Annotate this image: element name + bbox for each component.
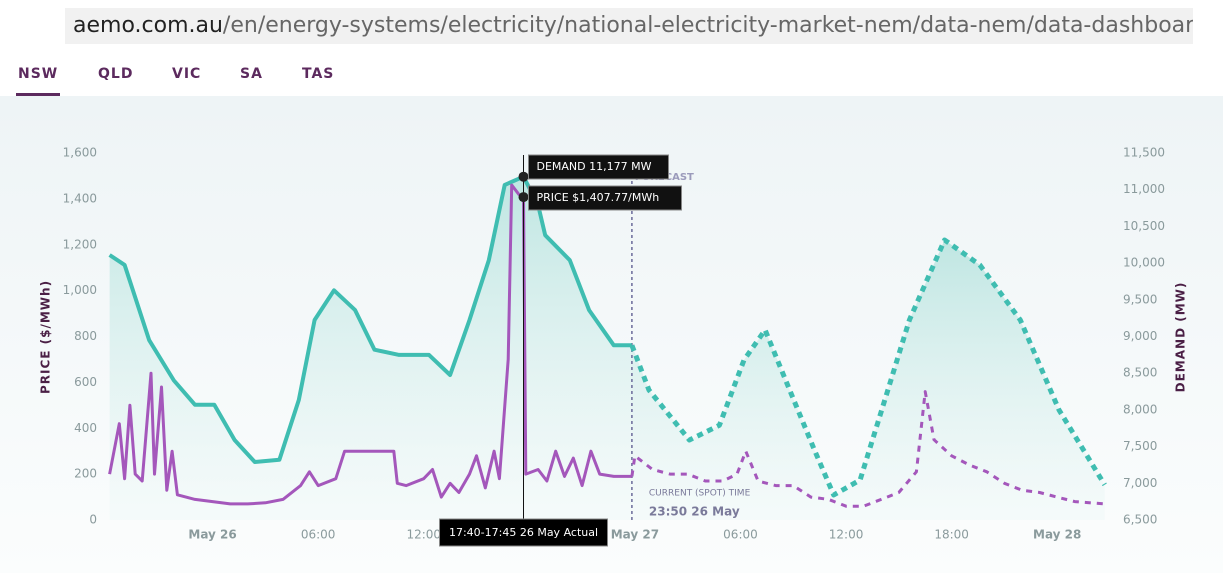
- y-tick-label: 1,000: [63, 283, 97, 297]
- y-tick-label: 1,600: [63, 146, 97, 160]
- y2-tick-label: 9,000: [1123, 329, 1157, 343]
- price-dot: [518, 192, 529, 203]
- divider: [406, 93, 818, 96]
- y-axis-label: PRICE ($/MWh): [39, 280, 53, 394]
- x-tick-label: May 26: [188, 528, 236, 542]
- y2-tick-label: 11,500: [1123, 146, 1165, 160]
- price-line: [630, 390, 1105, 508]
- y2-tick-label: 7,500: [1123, 439, 1157, 453]
- demand-line: [629, 237, 1107, 498]
- url-domain: aemo.com.au: [73, 13, 223, 38]
- region-tabs: NSW QLD VIC SA TAS: [0, 52, 1223, 98]
- y2-tick-label: 8,500: [1123, 366, 1157, 380]
- tooltip-box: [528, 154, 670, 180]
- tooltip-time: 17:40-17:45 26 May Actual: [449, 526, 598, 539]
- y2-axis-label: DEMAND (MW): [1174, 282, 1188, 393]
- x-tick-label: 12:00: [829, 528, 864, 542]
- y2-tick-label: 6,500: [1123, 513, 1157, 527]
- region-tab[interactable]: QLD: [98, 66, 134, 82]
- price-line: [108, 183, 632, 506]
- demand-area: [631, 239, 1105, 520]
- region-tab[interactable]: VIC: [172, 66, 202, 82]
- url-path: /en/energy-systems/electricity/national-…: [222, 13, 1193, 38]
- y-tick-label: 800: [74, 329, 97, 343]
- current-time: 23:50 26 May: [649, 505, 740, 519]
- x-tick-label: 12:00: [406, 528, 441, 542]
- demand-dot: [518, 171, 529, 182]
- y-tick-label: 1,200: [63, 237, 97, 251]
- y2-tick-label: 11,000: [1123, 182, 1165, 196]
- y-tick-label: 0: [89, 513, 97, 527]
- y2-tick-label: 9,500: [1123, 292, 1157, 306]
- current-label: CURRENT (SPOT) TIME: [649, 489, 751, 499]
- tooltip-price: PRICE $1,407.77/MWh: [537, 191, 660, 204]
- region-tab[interactable]: TAS: [302, 66, 335, 82]
- y2-tick-label: 7,000: [1123, 476, 1157, 490]
- x-tick-label: May 28: [1033, 528, 1081, 542]
- y-tick-label: 600: [74, 375, 97, 389]
- demand-line: [108, 174, 632, 464]
- y2-tick-label: 10,000: [1123, 256, 1165, 270]
- address-bar[interactable]: aemo.com.au/en/energy-systems/electricit…: [65, 8, 1193, 44]
- tooltip-box: [439, 518, 609, 547]
- tooltip-box: [528, 185, 683, 211]
- y-tick-label: 1,400: [63, 191, 97, 205]
- tooltip-demand: DEMAND 11,177 MW: [537, 160, 652, 173]
- region-tab[interactable]: NSW: [15, 66, 61, 96]
- y2-tick-label: 8,000: [1123, 402, 1157, 416]
- y-tick-label: 200: [74, 467, 97, 481]
- y2-tick-label: 10,500: [1123, 219, 1165, 233]
- y-tick-label: 400: [74, 421, 97, 435]
- x-tick-label: 18:00: [934, 528, 969, 542]
- x-tick-label: May 27: [611, 528, 659, 542]
- region-tab[interactable]: SA: [240, 66, 263, 82]
- x-tick-label: 06:00: [723, 528, 758, 542]
- x-tick-label: 06:00: [301, 528, 336, 542]
